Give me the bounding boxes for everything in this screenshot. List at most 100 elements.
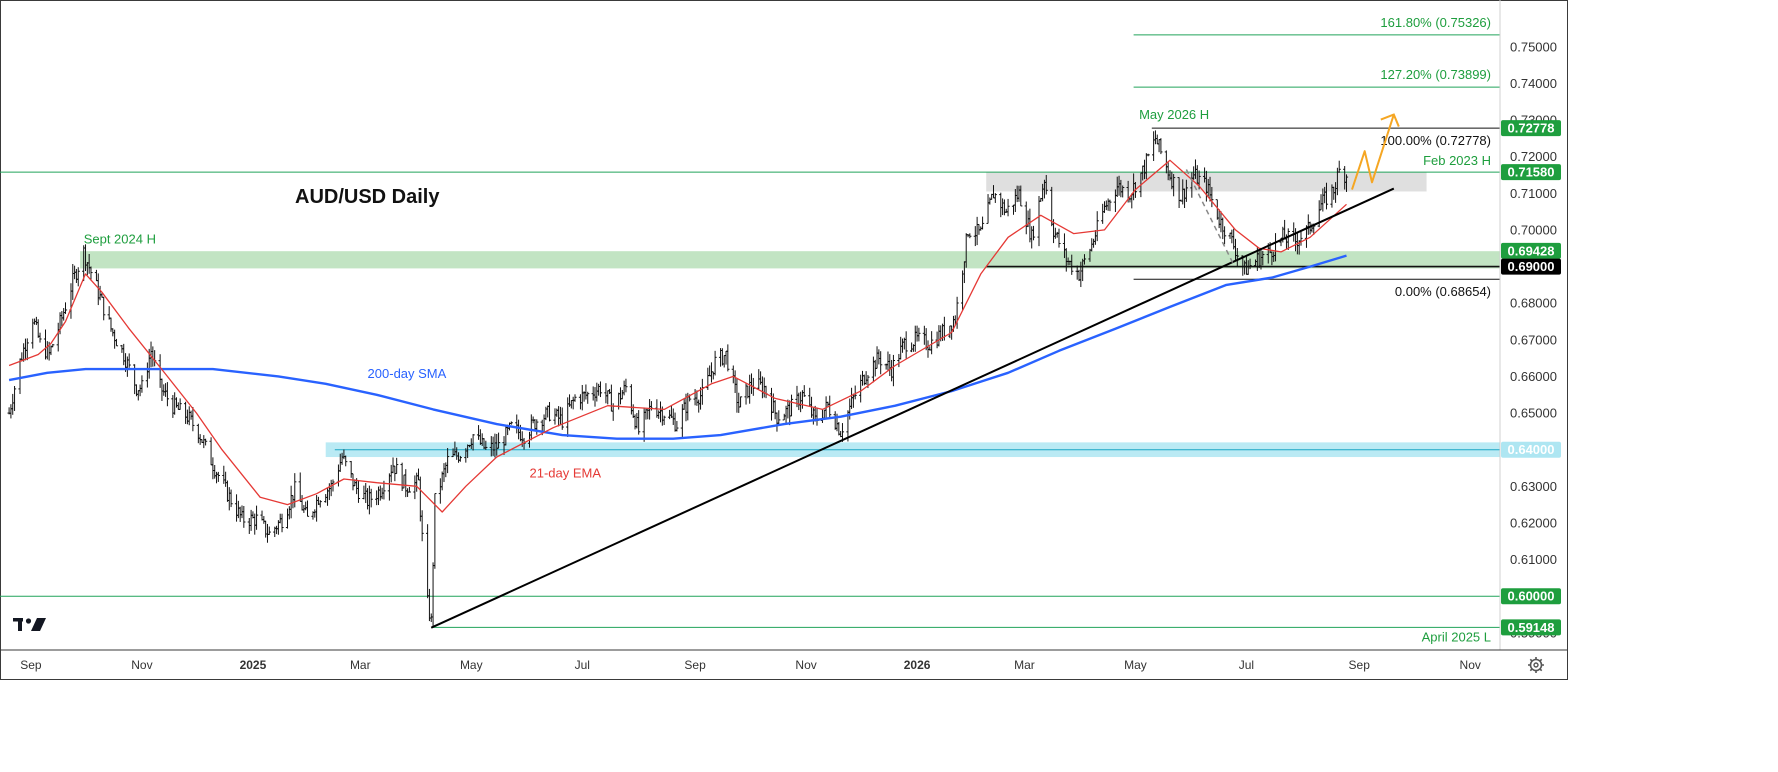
fib-0-label: 0.00% (0.68654) [1395, 284, 1491, 299]
candle [25, 338, 29, 361]
candle [624, 378, 628, 393]
sma-label: 200-day SMA [368, 366, 447, 381]
price-tick-label: 0.74000 [1510, 76, 1557, 91]
price-badge-bg [1501, 588, 1561, 605]
candle [280, 513, 284, 533]
candle [1344, 174, 1349, 192]
forecast-arrow [1351, 114, 1395, 190]
price-badge-label: 0.69428 [1508, 243, 1555, 258]
candle [1324, 182, 1329, 210]
candle [904, 331, 908, 359]
trendline [430, 187, 1395, 629]
forecast-arrowhead [1380, 113, 1400, 127]
candle [1044, 174, 1048, 195]
candle [178, 398, 182, 410]
price-badge-bg [1501, 258, 1561, 275]
candle [840, 423, 845, 442]
time-tick-label: May [1124, 658, 1147, 672]
candle [242, 505, 246, 528]
price-badge: 0.72778 [1501, 120, 1561, 137]
candle [1337, 160, 1341, 173]
price-tick-label: 0.72000 [1510, 149, 1557, 164]
candle [229, 489, 233, 508]
candle [1172, 174, 1176, 197]
april-2025-low-label: April 2025 L [1422, 629, 1491, 644]
candle [917, 327, 921, 342]
time-tick-label: 2026 [904, 658, 931, 672]
feb-2023-high-label: Feb 2023 H [1423, 153, 1491, 168]
price-badge: 0.59148 [1501, 619, 1561, 636]
fib-127-label: 127.20% (0.73899) [1380, 67, 1491, 82]
time-tick-label: 2025 [240, 658, 267, 672]
price-badge: 0.69000 [1501, 258, 1561, 275]
candle [789, 394, 794, 417]
gear-icon[interactable] [1528, 657, 1544, 673]
zones-layer [80, 172, 1500, 458]
price-tick-label: 0.61000 [1510, 552, 1557, 567]
candle [1082, 254, 1087, 265]
candle [356, 480, 361, 503]
price-tick-label: 0.67000 [1510, 332, 1557, 347]
time-tick-label: Mar [1014, 658, 1035, 672]
chart-title: AUD/USD Daily [295, 186, 440, 208]
candle [1159, 138, 1163, 155]
ema-label: 21-day EMA [530, 466, 602, 481]
price-tick-label: 0.71000 [1510, 186, 1557, 201]
time-tick-label: Nov [1460, 658, 1481, 672]
candles-layer [7, 130, 1349, 627]
may-2026-high-label: May 2026 H [1139, 107, 1209, 122]
candle [165, 382, 170, 407]
candle [102, 296, 106, 321]
candle [191, 407, 195, 432]
candle [586, 391, 590, 404]
candle [535, 419, 539, 435]
candle [1006, 198, 1010, 217]
price-badge-label: 0.69000 [1508, 259, 1555, 274]
ema-21-line [8, 159, 1347, 513]
candle [51, 343, 55, 348]
candle [1095, 211, 1099, 242]
chart-border [0, 0, 1568, 680]
time-tick-label: Mar [350, 658, 371, 672]
candle [993, 193, 997, 203]
candle [420, 510, 424, 542]
candle [89, 266, 93, 281]
price-badge-bg [1501, 242, 1561, 259]
candle [496, 432, 501, 449]
candle [573, 394, 577, 402]
candle [458, 455, 462, 462]
price-badge-label: 0.60000 [1508, 589, 1555, 604]
time-axis[interactable]: Sep Nov 2025 Mar May Jul Sep Nov 2026 Mar May Jul Se… [20, 658, 1481, 672]
candle [204, 438, 208, 446]
candle [318, 500, 322, 508]
candle [853, 385, 857, 400]
candle [369, 488, 373, 508]
candle [267, 526, 271, 535]
candle [1210, 186, 1214, 208]
candle [1299, 230, 1303, 246]
chart-frame: 161.80% (0.75326) 127.20% (0.73899) 100.00… [0, 0, 1568, 680]
price-tick-label: 0.66000 [1510, 369, 1557, 384]
candle [547, 402, 552, 422]
price-badge: 0.69428 [1501, 242, 1561, 259]
candle [38, 332, 42, 343]
sept-2024-high-label: Sept 2024 H [84, 231, 156, 246]
price-tick-label: 0.68000 [1510, 296, 1557, 311]
candle [560, 407, 564, 430]
annotations-layer: Sept 2024 H May 2026 H 200-day SMA 21-day E… [84, 107, 1209, 481]
candle [127, 353, 131, 368]
candle [344, 455, 348, 467]
price-badge: 0.71580 [1501, 164, 1561, 181]
tv-logo-icon[interactable] [13, 618, 46, 631]
time-tick-label: Nov [795, 658, 816, 672]
time-tick-label: Sep [1349, 658, 1371, 672]
candle [1108, 199, 1112, 212]
candle [1222, 226, 1227, 245]
candle [738, 396, 743, 408]
chart-svg[interactable]: 161.80% (0.75326) 127.20% (0.73899) 100.00… [0, 0, 1568, 680]
price-tick-label: 0.62000 [1510, 515, 1557, 530]
candle [305, 500, 310, 517]
candle [484, 440, 488, 450]
time-tick-label: Jul [1239, 658, 1254, 672]
